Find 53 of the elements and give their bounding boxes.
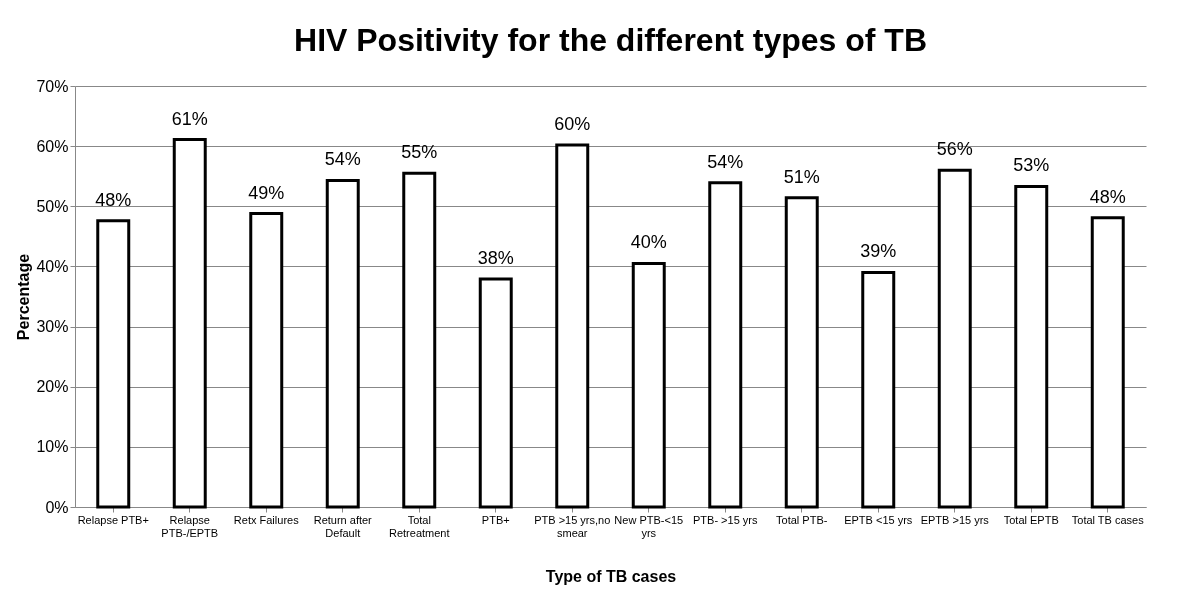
x-tick-label: Relapse PTB+ xyxy=(77,513,149,526)
x-tick-label: New PTB-<15 yrs xyxy=(614,513,684,539)
data-label: 51% xyxy=(783,166,820,187)
bar xyxy=(478,277,513,509)
x-tick-label: Total PTB- xyxy=(776,513,828,526)
bar xyxy=(1090,216,1125,509)
y-axis-title: Percentage xyxy=(15,253,33,341)
data-label: 55% xyxy=(401,142,438,163)
x-tick-label: Total TB cases xyxy=(1071,513,1145,526)
data-label: 53% xyxy=(1013,155,1050,176)
data-label: 54% xyxy=(707,151,744,172)
data-label: 48% xyxy=(95,189,132,210)
x-tick-label: PTB >15 yrs,no smear xyxy=(534,513,611,539)
bar xyxy=(708,181,743,509)
y-tick-label: 10% xyxy=(36,438,69,456)
bar xyxy=(325,178,360,509)
bar xyxy=(861,270,896,509)
x-axis-title: Type of TB cases xyxy=(545,567,677,585)
y-tick-label: 30% xyxy=(36,318,69,336)
bar xyxy=(784,196,819,509)
x-tick-label: EPTB <15 yrs xyxy=(844,513,913,526)
bar xyxy=(555,143,590,509)
y-tick-label: 60% xyxy=(36,137,69,155)
data-label: 39% xyxy=(860,241,897,262)
bar xyxy=(1014,184,1049,509)
y-tick-label: 70% xyxy=(36,77,69,95)
data-label: 61% xyxy=(171,108,208,129)
y-tick-label: 0% xyxy=(45,498,69,516)
y-tick-label: 20% xyxy=(36,378,69,396)
bar xyxy=(631,261,666,509)
data-label: 38% xyxy=(477,248,514,269)
x-tick-label: Total Retreatment xyxy=(388,513,450,539)
x-tick-label: PTB+ xyxy=(481,513,510,526)
x-tick-label: Retx Failures xyxy=(233,513,300,526)
x-tick-label: EPTB >15 yrs xyxy=(920,513,990,526)
x-tick-label: Relapse PTB-/EPTB xyxy=(161,513,219,539)
y-tick-label: 50% xyxy=(36,197,69,215)
bar xyxy=(249,212,284,509)
x-tick-label: Total EPTB xyxy=(1003,513,1059,526)
bar xyxy=(402,171,437,509)
chart-title: HIV Positivity for the different types of TB xyxy=(294,22,927,58)
bar xyxy=(937,168,972,509)
data-label: 48% xyxy=(1089,186,1126,207)
x-tick-label: Return after Default xyxy=(313,513,373,539)
data-label: 40% xyxy=(630,232,667,253)
y-tick-label: 40% xyxy=(36,257,69,275)
data-label: 54% xyxy=(324,149,361,170)
data-label: 49% xyxy=(248,182,285,203)
data-label: 56% xyxy=(936,139,973,160)
bar xyxy=(172,138,207,509)
data-label: 60% xyxy=(554,113,591,134)
bar xyxy=(96,219,131,509)
x-tick-label: PTB- >15 yrs xyxy=(693,513,758,526)
